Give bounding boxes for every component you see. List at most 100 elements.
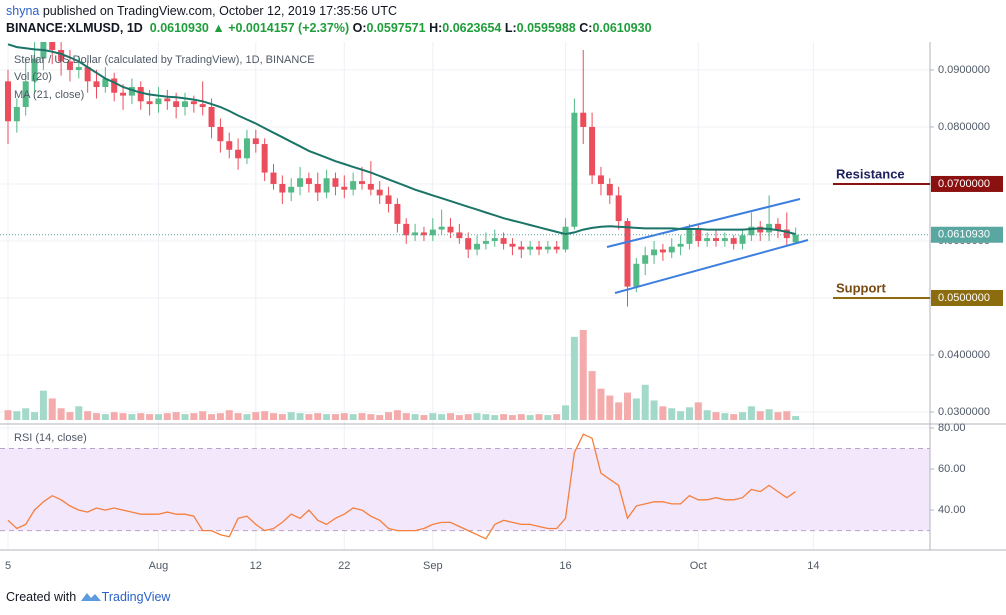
volume-bar (535, 414, 543, 420)
volume-bar (93, 413, 100, 420)
volume-bar (393, 410, 401, 420)
volume-bar (553, 414, 561, 420)
candle-body (367, 183, 374, 190)
volume-bar (774, 412, 782, 420)
volume-bar (48, 398, 56, 420)
volume-bar (110, 412, 118, 420)
candle-body (75, 67, 82, 70)
volume-bar (615, 402, 623, 420)
rsi-line (7, 433, 796, 540)
volume-bar (305, 414, 313, 420)
x-tick-label: Sep (423, 560, 443, 572)
ohlc-value: 0.0623654 (442, 21, 502, 35)
annotation-text: Support (836, 280, 886, 295)
quote-line: BINANCE:XLMUSD, 1D 0.0610930 ▲ +0.001415… (6, 21, 652, 35)
publish-line: shyna published on TradingView.com, Octo… (6, 4, 397, 18)
annotation-text: Resistance (836, 166, 905, 181)
candle-body (66, 61, 73, 70)
volume-bar (579, 330, 587, 420)
candle-body (527, 246, 534, 250)
volume-bar (57, 408, 65, 420)
volume-bar (712, 412, 720, 420)
candle-body (420, 232, 427, 236)
volume-bar (464, 414, 472, 420)
ohlc-label: O: (352, 21, 367, 35)
ohlc-label: C: (579, 21, 593, 35)
price-label-box (931, 289, 1003, 306)
rsi (7, 433, 796, 540)
candle-body (252, 138, 259, 145)
price-label-text: 0.0700000 (938, 178, 990, 190)
volume-bar (641, 384, 649, 420)
legend-volume: Vol (20) (14, 71, 52, 83)
candle-body (633, 263, 640, 287)
candle-body (651, 249, 658, 256)
candle-body (190, 101, 197, 105)
candle-body (491, 238, 498, 241)
volume-bar (508, 415, 516, 420)
candle-body (102, 78, 109, 88)
volume-bar (588, 371, 596, 420)
candle-body (536, 246, 542, 250)
x-tick-label: 5 (5, 560, 11, 572)
labels: Stellar / US Dollar (calculated by Tradi… (5, 54, 1003, 572)
candle-body (412, 232, 419, 236)
candle-body (713, 238, 719, 241)
volume-bar (632, 398, 640, 420)
price-label-box (931, 175, 1003, 192)
volume-bar (420, 415, 428, 420)
candle-body (518, 246, 525, 250)
volume-bar (137, 413, 145, 420)
x-tick-label: 14 (807, 560, 819, 572)
volume-bar (216, 413, 224, 420)
candle-body (305, 178, 312, 184)
x-tick-label: Aug (149, 560, 169, 572)
candle-body (235, 149, 242, 159)
candle-body (544, 246, 551, 250)
volume-bar (172, 412, 180, 420)
footer-brand[interactable]: TradingView (101, 590, 171, 604)
candle-body (686, 229, 693, 244)
axes (0, 42, 1006, 551)
volume-bar (75, 406, 83, 420)
volume-bar (438, 414, 446, 420)
volume-bar (685, 407, 693, 420)
candle-body (624, 221, 631, 287)
tv-logo (80, 593, 101, 601)
ma-line (7, 43, 796, 236)
candle-body (58, 49, 65, 62)
volume-bar (119, 413, 127, 420)
rsi-tick-label: 60.00 (938, 463, 966, 475)
ohlc-label: L: (504, 21, 517, 35)
price-label-text: 0.0500000 (938, 292, 990, 304)
candle-body (155, 98, 162, 105)
candle-body (5, 81, 11, 122)
candle-body (739, 235, 746, 244)
volume-bar (739, 412, 747, 420)
candle-body (385, 195, 392, 204)
volume-bar (84, 411, 92, 420)
volume-bar (562, 405, 570, 420)
candle-body (748, 226, 755, 236)
price-label-text: 0.0610930 (938, 229, 990, 241)
candle-body (279, 183, 286, 193)
volume-bar (677, 411, 685, 420)
ohlc-label: H: (429, 21, 443, 35)
volume-bar (606, 395, 614, 420)
volume-bar (261, 411, 269, 420)
candle-body (120, 92, 127, 96)
volume-bar (376, 415, 384, 420)
candle-body (456, 232, 463, 239)
volume-bar (756, 411, 764, 420)
volume-bar (570, 336, 578, 420)
volume-bar (278, 414, 286, 420)
author[interactable]: shyna (6, 4, 40, 18)
channel-lower (614, 239, 809, 294)
volume-bar (225, 410, 233, 420)
volume-bar (385, 412, 393, 420)
candle-body (261, 144, 268, 173)
candle-body (447, 226, 454, 233)
candle-body (13, 106, 20, 122)
